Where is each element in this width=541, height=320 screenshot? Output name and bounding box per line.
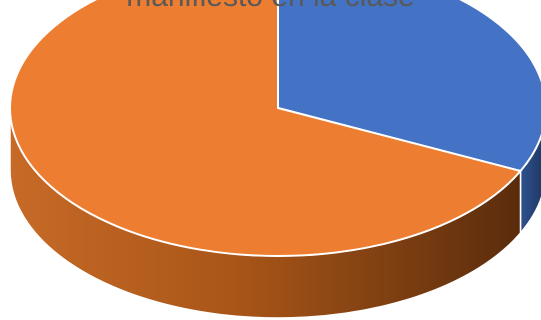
chart-title: manifiesto en la clase [0,0,541,14]
pie-slice-0 [277,0,541,173]
pie-slice-1 [9,0,523,257]
